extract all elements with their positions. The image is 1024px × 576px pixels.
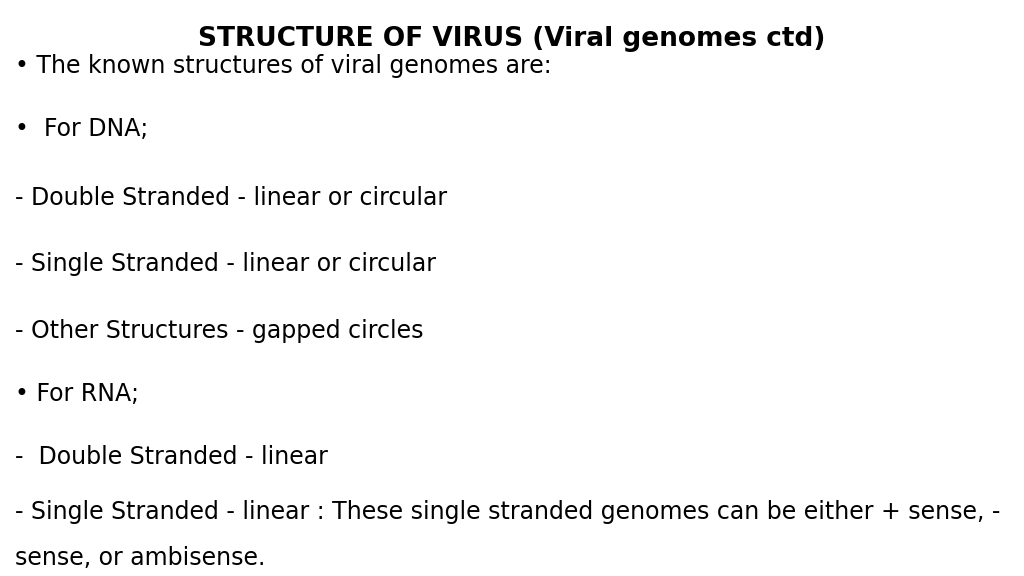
Text: • For RNA;: • For RNA; bbox=[15, 382, 139, 406]
Text: STRUCTURE OF VIRUS (Viral genomes ctd): STRUCTURE OF VIRUS (Viral genomes ctd) bbox=[199, 26, 825, 52]
Text: • The known structures of viral genomes are:: • The known structures of viral genomes … bbox=[15, 54, 552, 78]
Text: - Single Stranded - linear or circular: - Single Stranded - linear or circular bbox=[15, 252, 436, 276]
Text: - Single Stranded - linear : These single stranded genomes can be either + sense: - Single Stranded - linear : These singl… bbox=[15, 500, 1000, 524]
Text: - Other Structures - gapped circles: - Other Structures - gapped circles bbox=[15, 319, 424, 343]
Text: •  For DNA;: • For DNA; bbox=[15, 117, 148, 141]
Text: - Double Stranded - linear or circular: - Double Stranded - linear or circular bbox=[15, 186, 447, 210]
Text: sense, or ambisense.: sense, or ambisense. bbox=[15, 546, 266, 570]
Text: -  Double Stranded - linear: - Double Stranded - linear bbox=[15, 445, 329, 469]
